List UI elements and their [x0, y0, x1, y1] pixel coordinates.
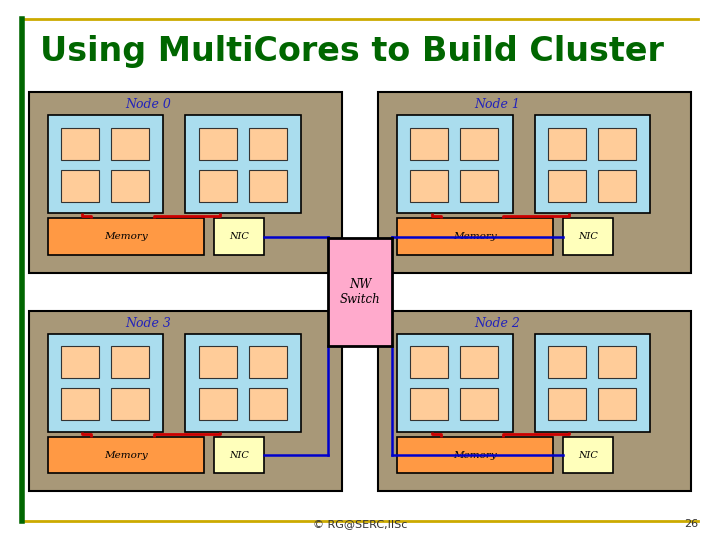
FancyBboxPatch shape	[563, 437, 613, 473]
FancyBboxPatch shape	[563, 219, 613, 255]
FancyBboxPatch shape	[410, 346, 449, 379]
FancyBboxPatch shape	[248, 170, 287, 202]
FancyBboxPatch shape	[534, 116, 650, 213]
FancyBboxPatch shape	[460, 388, 498, 421]
Text: Node 1: Node 1	[474, 98, 520, 111]
FancyBboxPatch shape	[598, 388, 636, 421]
Text: NIC: NIC	[578, 451, 598, 460]
FancyBboxPatch shape	[460, 170, 498, 202]
FancyBboxPatch shape	[460, 127, 498, 160]
FancyBboxPatch shape	[378, 310, 691, 491]
FancyBboxPatch shape	[214, 219, 264, 255]
FancyBboxPatch shape	[61, 346, 99, 379]
Text: © RG@SERC,IISc: © RG@SERC,IISc	[312, 519, 408, 529]
FancyBboxPatch shape	[48, 334, 163, 431]
FancyBboxPatch shape	[328, 238, 392, 346]
Text: NIC: NIC	[578, 232, 598, 241]
FancyBboxPatch shape	[248, 346, 287, 379]
FancyBboxPatch shape	[410, 127, 449, 160]
FancyBboxPatch shape	[48, 219, 204, 255]
FancyBboxPatch shape	[598, 346, 636, 379]
Text: Memory: Memory	[104, 232, 148, 241]
FancyBboxPatch shape	[397, 219, 554, 255]
FancyBboxPatch shape	[61, 388, 99, 421]
FancyBboxPatch shape	[214, 437, 264, 473]
FancyBboxPatch shape	[48, 437, 204, 473]
FancyBboxPatch shape	[199, 388, 237, 421]
Text: 26: 26	[684, 519, 698, 529]
FancyBboxPatch shape	[199, 127, 237, 160]
FancyBboxPatch shape	[548, 170, 586, 202]
FancyBboxPatch shape	[48, 116, 163, 213]
FancyBboxPatch shape	[248, 127, 287, 160]
Text: Memory: Memory	[453, 232, 497, 241]
Text: Node 0: Node 0	[125, 98, 171, 111]
FancyBboxPatch shape	[534, 334, 650, 431]
FancyBboxPatch shape	[548, 127, 586, 160]
Text: NIC: NIC	[229, 232, 248, 241]
Text: Node 2: Node 2	[474, 317, 520, 330]
FancyBboxPatch shape	[460, 346, 498, 379]
FancyBboxPatch shape	[548, 346, 586, 379]
Text: Using MultiCores to Build Cluster: Using MultiCores to Build Cluster	[40, 35, 663, 68]
Text: Node 3: Node 3	[125, 317, 171, 330]
FancyBboxPatch shape	[378, 92, 691, 273]
FancyBboxPatch shape	[111, 170, 149, 202]
FancyBboxPatch shape	[410, 170, 449, 202]
FancyBboxPatch shape	[598, 170, 636, 202]
FancyBboxPatch shape	[199, 346, 237, 379]
Text: Memory: Memory	[104, 451, 148, 460]
FancyBboxPatch shape	[199, 170, 237, 202]
FancyBboxPatch shape	[111, 346, 149, 379]
FancyBboxPatch shape	[248, 388, 287, 421]
FancyBboxPatch shape	[598, 127, 636, 160]
FancyBboxPatch shape	[61, 127, 99, 160]
FancyBboxPatch shape	[548, 388, 586, 421]
Text: NW
Switch: NW Switch	[340, 278, 380, 306]
FancyBboxPatch shape	[61, 170, 99, 202]
FancyBboxPatch shape	[397, 437, 554, 473]
FancyBboxPatch shape	[29, 310, 342, 491]
FancyBboxPatch shape	[29, 92, 342, 273]
FancyBboxPatch shape	[397, 116, 513, 213]
FancyBboxPatch shape	[185, 116, 301, 213]
Text: NIC: NIC	[229, 451, 248, 460]
FancyBboxPatch shape	[410, 388, 449, 421]
FancyBboxPatch shape	[397, 334, 513, 431]
FancyBboxPatch shape	[185, 334, 301, 431]
FancyBboxPatch shape	[111, 388, 149, 421]
Text: Memory: Memory	[453, 451, 497, 460]
FancyBboxPatch shape	[111, 127, 149, 160]
